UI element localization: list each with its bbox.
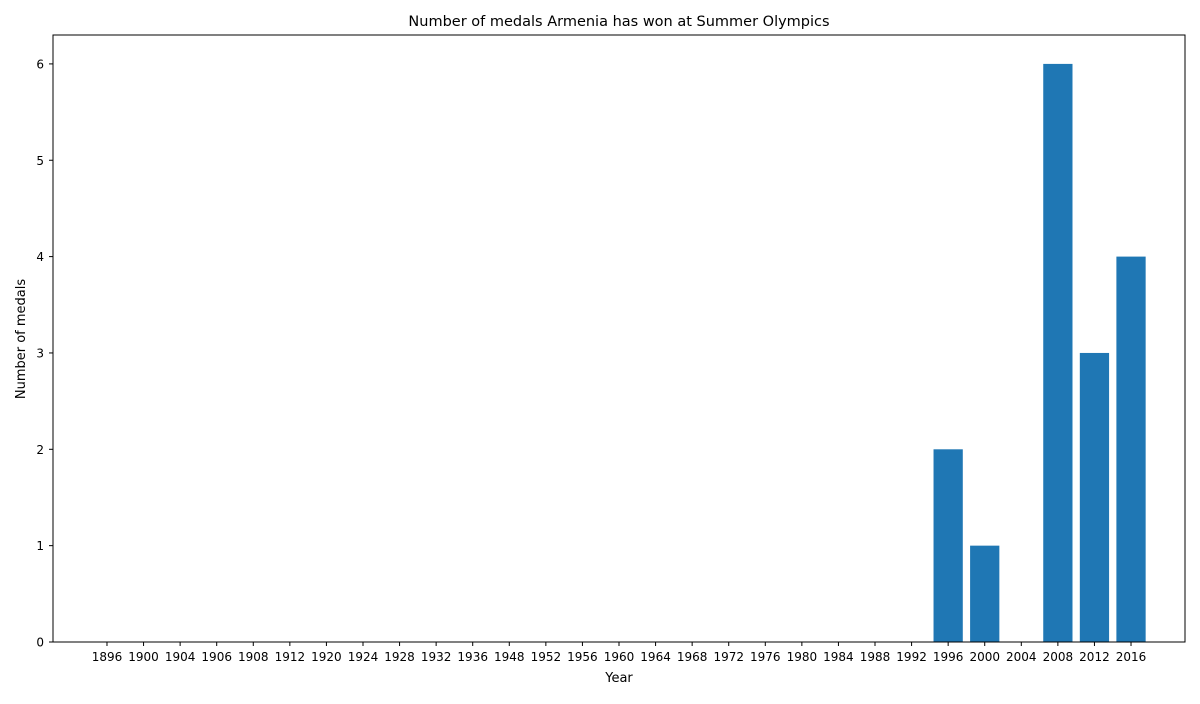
x-tick-label: 2012: [1079, 650, 1110, 664]
x-tick-label: 2016: [1116, 650, 1147, 664]
y-tick-label: 5: [36, 154, 44, 168]
bar-2008: [1043, 63, 1073, 642]
x-tick-label: 1960: [604, 650, 635, 664]
x-tick-label: 1964: [640, 650, 671, 664]
y-axis-label: Number of medals: [14, 279, 29, 400]
x-tick-label: 1900: [128, 650, 159, 664]
x-tick-label: 1972: [713, 650, 744, 664]
x-axis: 1896 1900 1904 1906 1908 1912 1920 1924 1928 1932…: [92, 642, 1147, 664]
plot-frame: [52, 34, 1186, 643]
x-tick-label: 1992: [896, 650, 927, 664]
x-tick-label: 1906: [201, 650, 232, 664]
x-tick-label: 1976: [750, 650, 781, 664]
x-tick-label: 1988: [860, 650, 891, 664]
bar-1996: [933, 449, 963, 642]
x-tick-label: 1932: [421, 650, 452, 664]
x-tick-label: 1908: [238, 650, 269, 664]
y-tick-label: 1: [36, 539, 44, 553]
x-tick-label: 1912: [275, 650, 306, 664]
x-tick-label: 2008: [1043, 650, 1074, 664]
x-axis-label: Year: [604, 671, 633, 686]
x-tick-label: 1920: [311, 650, 342, 664]
x-tick-label: 1956: [567, 650, 598, 664]
bar-2016: [1116, 256, 1146, 642]
x-tick-label: 1928: [384, 650, 415, 664]
x-tick-label: 1968: [677, 650, 708, 664]
x-tick-label: 1952: [531, 650, 562, 664]
y-tick-label: 4: [36, 250, 44, 264]
x-tick-label: 1904: [165, 650, 196, 664]
y-tick-label: 0: [36, 636, 44, 650]
y-axis: 0 1 2 3 4 5 6: [36, 57, 53, 650]
y-tick-label: 3: [36, 346, 44, 360]
x-tick-label: 1896: [92, 650, 123, 664]
x-tick-label: 1936: [457, 650, 488, 664]
y-tick-label: 2: [36, 443, 44, 457]
x-tick-label: 1980: [787, 650, 818, 664]
bar-2000: [970, 545, 1000, 642]
x-tick-label: 2004: [1006, 650, 1037, 664]
x-tick-label: 2000: [969, 650, 1000, 664]
chart-title: Number of medals Armenia has won at Summ…: [408, 14, 829, 30]
y-tick-label: 6: [36, 57, 44, 71]
x-tick-label: 1924: [348, 650, 379, 664]
x-tick-label: 1984: [823, 650, 854, 664]
bars-layer: [933, 63, 1146, 642]
x-tick-label: 1996: [933, 650, 964, 664]
x-tick-label: 1948: [494, 650, 525, 664]
bar-2012: [1079, 352, 1110, 642]
